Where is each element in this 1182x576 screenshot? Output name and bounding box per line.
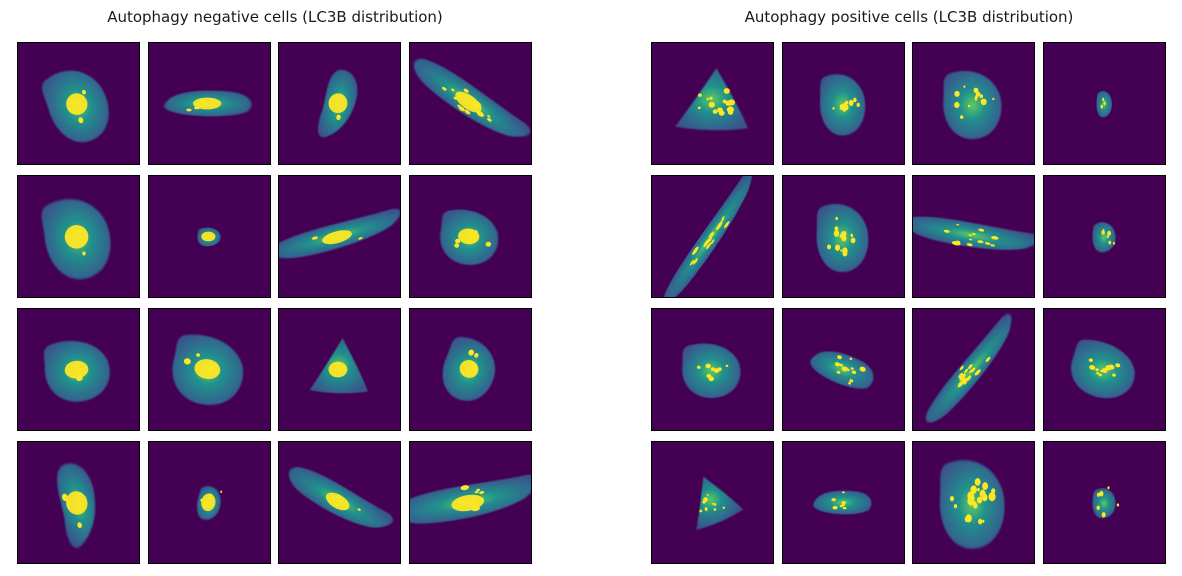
positive-cell-image	[912, 441, 1035, 565]
negative-cells-grid	[17, 42, 533, 566]
negative-cell-image	[17, 42, 140, 165]
positive-cell-image	[651, 175, 774, 299]
negative-cell-image	[278, 42, 401, 165]
negative-cell-image	[147, 308, 271, 432]
positive-cell-image	[651, 308, 774, 432]
negative-cell-image	[278, 308, 401, 432]
positive-cells-grid	[651, 42, 1167, 566]
positive-cell-image	[1042, 441, 1166, 565]
negative-cell-image	[408, 42, 532, 165]
negative-panel-title: Autophagy negative cells (LC3B distribut…	[107, 8, 443, 26]
positive-cell-image	[912, 308, 1035, 432]
positive-cell-image	[1042, 175, 1166, 299]
positive-cell-image	[1042, 308, 1166, 432]
negative-cell-image	[147, 42, 271, 165]
positive-cell-image	[1042, 42, 1166, 165]
negative-cell-image	[278, 441, 401, 565]
negative-cell-image	[408, 308, 532, 432]
positive-cell-image	[651, 441, 774, 565]
positive-cell-image	[912, 42, 1035, 165]
negative-cell-image	[147, 441, 271, 565]
negative-cell-image	[278, 175, 401, 299]
negative-cell-image	[17, 441, 140, 565]
negative-cell-image	[17, 175, 140, 299]
positive-cell-image	[781, 42, 905, 165]
positive-cell-image	[651, 42, 774, 165]
positive-cell-image	[781, 308, 905, 432]
negative-cell-image	[408, 441, 532, 565]
negative-cell-image	[408, 175, 532, 299]
positive-cell-image	[781, 441, 905, 565]
positive-cell-image	[781, 175, 905, 299]
positive-panel-title: Autophagy positive cells (LC3B distribut…	[744, 8, 1074, 26]
negative-cell-image	[147, 175, 271, 299]
positive-cell-image	[912, 175, 1035, 299]
negative-cell-image	[17, 308, 140, 432]
